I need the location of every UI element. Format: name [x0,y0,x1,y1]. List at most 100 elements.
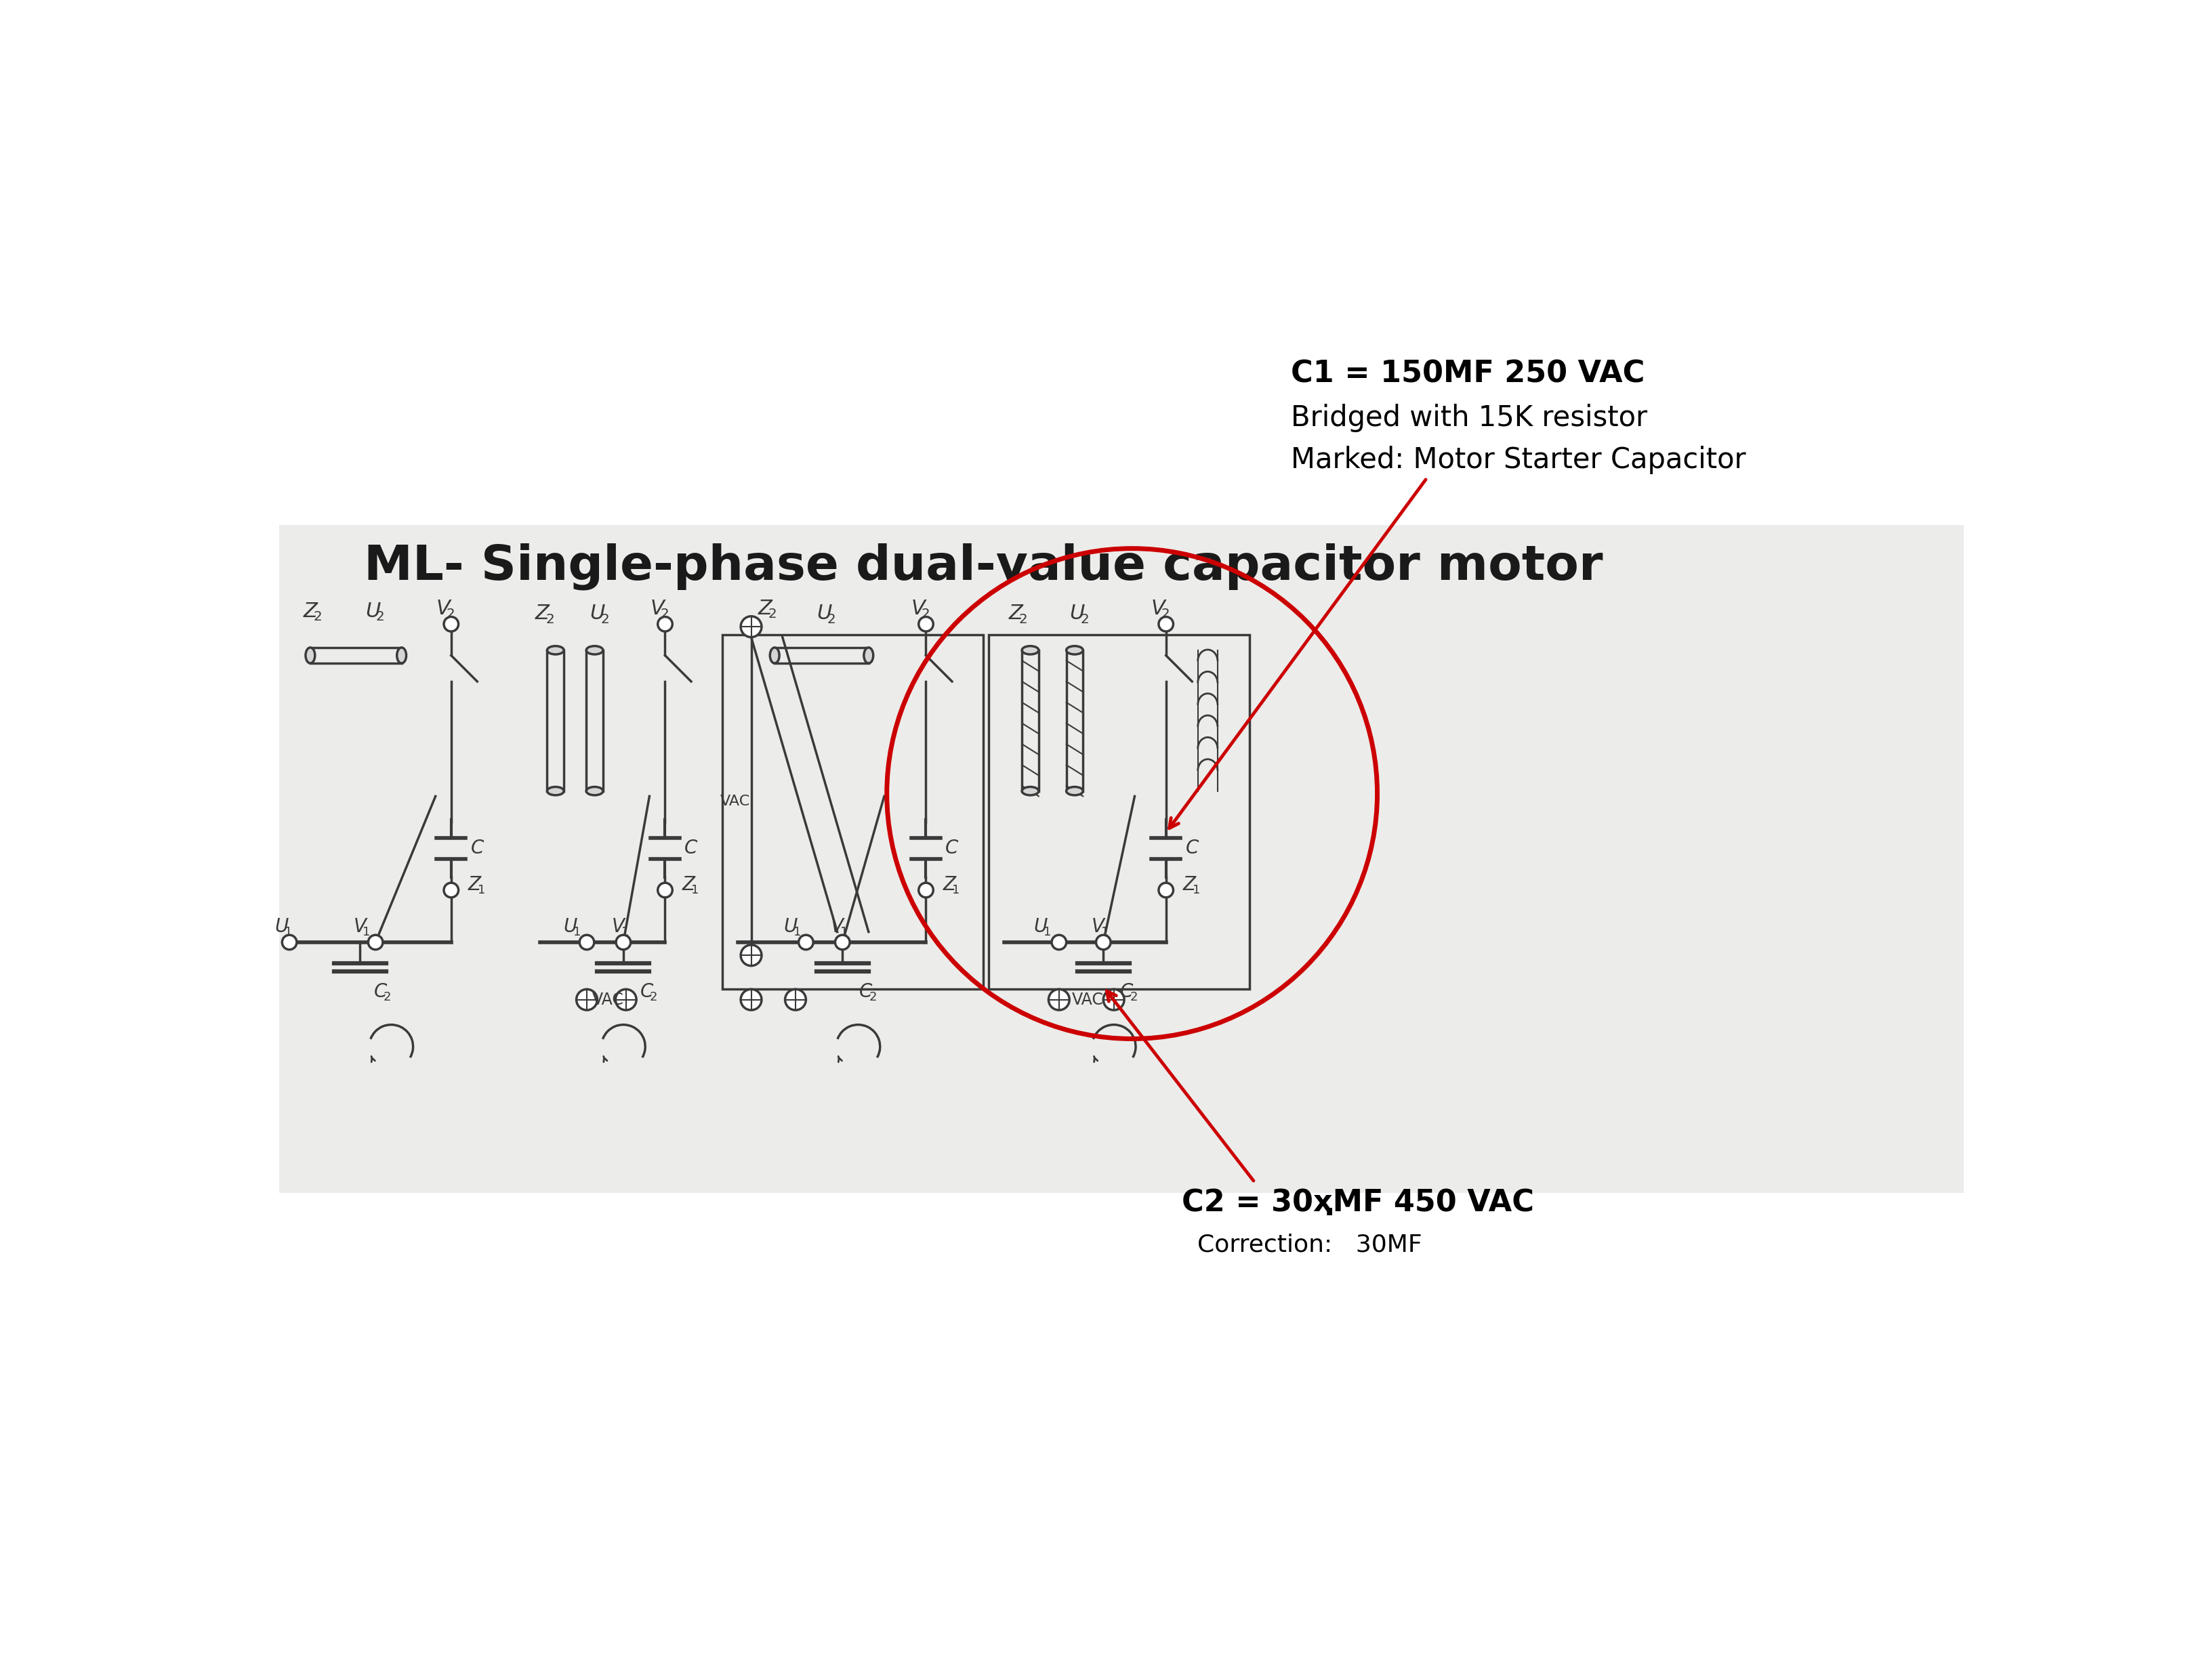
Text: Bridged with 15K resistor: Bridged with 15K resistor [1291,403,1648,432]
Text: 1: 1 [1192,884,1199,895]
Text: Marked: Motor Starter Capacitor: Marked: Motor Starter Capacitor [1291,445,1746,474]
Circle shape [575,990,597,1010]
Text: 2: 2 [1162,608,1171,620]
Circle shape [742,617,761,637]
Text: 2: 2 [545,613,554,627]
Circle shape [444,617,459,632]
Text: C: C [685,838,698,858]
Ellipse shape [864,647,873,664]
Text: 1: 1 [952,884,961,895]
Text: C: C [860,983,873,1001]
Text: 1: 1 [840,926,849,937]
Circle shape [785,990,805,1010]
Text: C: C [641,983,654,1001]
Text: V: V [831,917,845,936]
Text: 1: 1 [573,926,580,937]
Circle shape [282,936,298,949]
Text: 2: 2 [650,991,656,1003]
Text: U: U [365,601,381,622]
Ellipse shape [1066,647,1083,655]
Bar [989,635,1249,990]
Text: 2: 2 [600,613,608,627]
Text: V: V [1151,598,1166,618]
Text: 2: 2 [446,608,455,620]
Text: V: V [650,598,665,618]
Text: 2: 2 [1081,613,1090,627]
Circle shape [659,617,672,632]
Circle shape [919,882,934,897]
Text: 1: 1 [1044,926,1052,937]
Text: Z: Z [759,598,772,618]
Circle shape [1160,882,1173,897]
Circle shape [444,882,459,897]
Ellipse shape [1066,786,1083,795]
Text: VAC: VAC [1072,991,1103,1008]
Text: C1 = 150MF 250 VAC: C1 = 150MF 250 VAC [1291,360,1645,388]
Text: V: V [613,917,624,936]
Text: 2: 2 [827,613,836,627]
Bar [280,524,1963,1193]
Text: V: V [1092,917,1105,936]
Text: U: U [816,603,831,623]
Text: ML- Single-phase dual-value capacitor motor: ML- Single-phase dual-value capacitor mo… [363,543,1604,590]
Ellipse shape [1022,647,1039,655]
Text: 2: 2 [768,608,777,620]
Circle shape [615,990,637,1010]
Circle shape [742,944,761,966]
Circle shape [836,936,849,949]
Text: C: C [945,838,958,858]
Text: 1: 1 [477,884,486,895]
Text: U: U [276,917,289,936]
Text: U: U [1035,917,1048,936]
Text: 1: 1 [691,884,700,895]
Text: 2: 2 [869,991,877,1003]
Text: 2: 2 [921,608,930,620]
Text: 1: 1 [621,926,628,937]
Circle shape [617,936,630,949]
Text: Z: Z [536,603,549,623]
Ellipse shape [586,647,604,655]
Ellipse shape [547,647,565,655]
Text: Z: Z [943,875,956,894]
Text: Z: Z [304,601,317,622]
Circle shape [368,936,383,949]
Circle shape [1096,936,1112,949]
Text: Z: Z [683,875,696,894]
Circle shape [1103,990,1125,1010]
Text: U: U [562,917,578,936]
Text: Correction:   30MF: Correction: 30MF [1197,1233,1422,1257]
Ellipse shape [770,647,779,664]
Text: C: C [470,838,484,858]
Text: 2: 2 [376,610,385,623]
Text: VAC: VAC [720,795,750,808]
Circle shape [1160,617,1173,632]
Text: C: C [1120,983,1133,1001]
Text: V: V [910,598,926,618]
Text: V: V [435,598,451,618]
Text: 2: 2 [661,608,670,620]
Ellipse shape [547,786,565,795]
Text: 1: 1 [363,926,370,937]
Circle shape [1048,990,1070,1010]
Circle shape [580,936,595,949]
Text: C2 = 30ҳMF 450 VAC: C2 = 30ҳMF 450 VAC [1182,1188,1534,1218]
Circle shape [799,936,814,949]
Text: U: U [589,603,604,623]
Text: V: V [354,917,365,936]
Ellipse shape [586,786,604,795]
Text: 2: 2 [313,610,322,623]
Text: Z: Z [468,875,481,894]
Text: 2: 2 [1020,613,1028,627]
Circle shape [1052,936,1066,949]
Text: C: C [1186,838,1199,858]
Circle shape [659,882,672,897]
Ellipse shape [396,647,407,664]
Text: 1: 1 [284,926,293,937]
Text: Z: Z [1009,603,1022,623]
Bar [722,635,982,990]
Text: C: C [374,983,387,1001]
Text: 2: 2 [383,991,392,1003]
Circle shape [742,990,761,1010]
Text: VAC: VAC [591,991,624,1008]
Text: Z: Z [1184,875,1197,894]
